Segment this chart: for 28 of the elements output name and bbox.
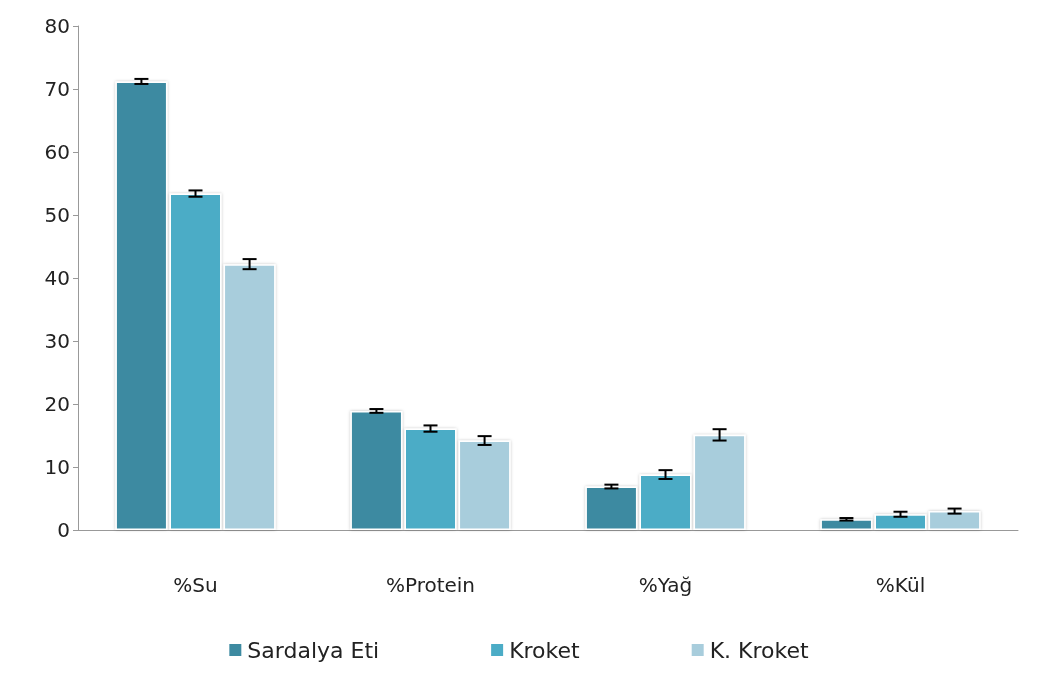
x-tick-label: %Yağ xyxy=(638,573,693,597)
y-tick-label: 0 xyxy=(57,518,70,542)
x-tick-label: %Su xyxy=(173,573,218,597)
y-tick-label: 70 xyxy=(44,77,70,101)
bar xyxy=(404,428,457,530)
bar xyxy=(115,81,168,530)
bar xyxy=(928,511,981,530)
y-tick-label: 30 xyxy=(44,329,70,353)
bar xyxy=(223,264,276,530)
bar xyxy=(585,486,638,530)
x-tick-label: %Protein xyxy=(385,573,476,597)
y-tick-label: 20 xyxy=(44,392,70,416)
bar xyxy=(169,193,222,530)
bar xyxy=(639,474,692,530)
legend-label: K. Kroket xyxy=(709,637,810,663)
bar xyxy=(820,519,873,530)
bar xyxy=(874,514,927,530)
x-tick-label: %Kül xyxy=(875,573,926,597)
bar xyxy=(458,440,511,530)
y-tick-label: 60 xyxy=(44,140,70,164)
y-tick-label: 80 xyxy=(44,14,70,38)
bar xyxy=(693,434,746,530)
y-tick-label: 10 xyxy=(44,455,70,479)
y-tick-label: 50 xyxy=(44,203,70,227)
y-tick-label: 40 xyxy=(44,266,70,290)
legend-label: Sardalya Eti xyxy=(247,637,380,663)
legend-label: Kroket xyxy=(509,637,581,663)
bar xyxy=(350,410,403,530)
